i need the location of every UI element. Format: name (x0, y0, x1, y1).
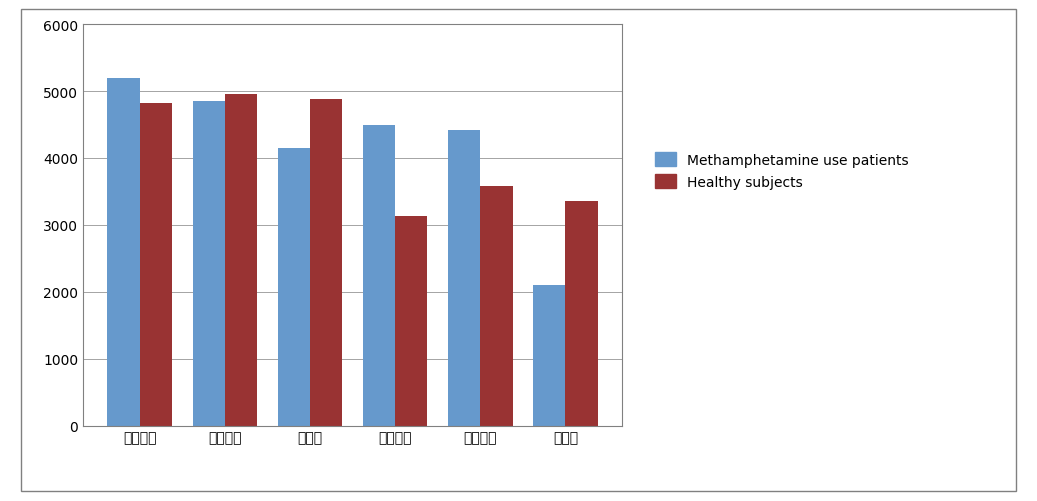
Bar (278, 149, 310, 426)
Bar (108, 79, 140, 426)
Bar (225, 95, 257, 426)
Bar (310, 100, 342, 426)
Bar (448, 131, 480, 426)
Bar (533, 286, 565, 426)
Bar (193, 102, 225, 426)
Bar (395, 217, 427, 426)
Bar (140, 104, 172, 426)
Bar (363, 126, 395, 426)
Legend: Methamphetamine use patients, Healthy subjects: Methamphetamine use patients, Healthy su… (650, 147, 915, 195)
Bar (565, 201, 597, 426)
Bar (480, 187, 512, 426)
